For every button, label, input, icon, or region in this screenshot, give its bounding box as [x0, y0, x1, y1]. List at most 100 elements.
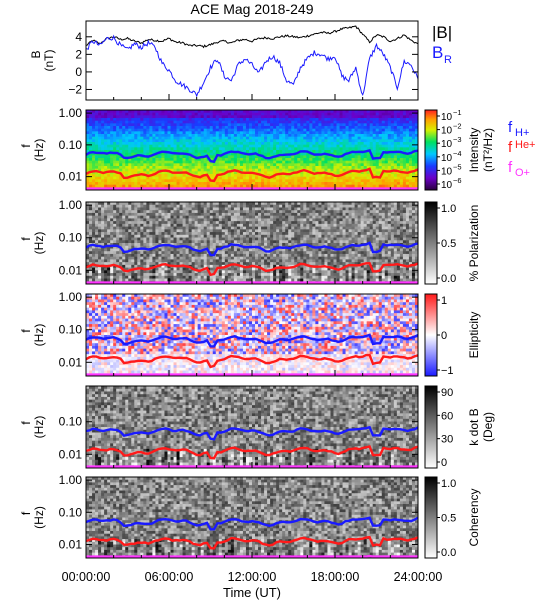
legend-H-subscript: H+ [515, 127, 529, 139]
y-tick-label: 0.10 [59, 138, 83, 152]
fHe-curve [85, 353, 419, 369]
y-axis-label: f [19, 511, 33, 515]
colorbar-tick-label: 0 [441, 330, 447, 342]
y-tick-label: 0.01 [59, 537, 83, 551]
y-tick-label: 0.10 [59, 415, 83, 429]
colorbar [424, 385, 438, 469]
colorbar-tick-label: 30 [441, 434, 453, 446]
y-tick-label: 0.01 [59, 170, 83, 184]
colorbar-tick-exponent: −1 [453, 108, 462, 117]
colorbar-tick-label: 10 [441, 112, 453, 123]
colorbar-tick-exponent: −6 [453, 176, 462, 185]
fH-curve [85, 148, 419, 164]
y-tick-label: 0.01 [59, 263, 83, 277]
y-axis-label: f [19, 329, 33, 333]
fHe-curve [85, 445, 419, 460]
colorbar-tick-exponent: −5 [453, 162, 462, 171]
fHe-curve [85, 167, 419, 183]
y-axis-units: (Hz) [32, 232, 46, 255]
colorbar-tick-label: −1 [441, 365, 454, 377]
colorbar [424, 293, 438, 377]
colorbar-label: Coherency [467, 488, 481, 546]
colorbar-tick-exponent: −4 [453, 149, 462, 158]
y-tick-label: 0.01 [59, 355, 83, 369]
colorbar-label: Ellipticity [467, 312, 481, 359]
colorbar-tick-label: 10 [441, 139, 453, 150]
colorbar-tick-label: 0.0 [441, 273, 456, 285]
y-tick-label: 1.00 [59, 198, 83, 212]
x-tick-label: 12:00:00 [228, 570, 277, 584]
y-tick-label: 1.00 [59, 473, 83, 487]
panels-group: 420−2B (nT)|B|B R1.000.100.01f (Hz)10−110−2… [19, 20, 536, 559]
kdotb-panel: 0.10 0.01 f (Hz) 90 60 30 0 k dot B (Deg) [19, 385, 495, 469]
x-tick-label: 24:00:00 [394, 570, 443, 584]
fH-curve [85, 425, 419, 441]
colorbar [424, 476, 438, 559]
polarization-panel: 1.00 0.10 0.01 f (Hz) 1.0 0.5 0.0 % Polarization [19, 198, 481, 285]
colorbar-tick-label: 1.0 [441, 478, 456, 490]
panel-frame [85, 20, 419, 101]
legend-H-label: f [508, 119, 513, 136]
coherency-panel: 1.00 0.10 0.01 f (Hz) 1.0 0.5 0.0 Coherency [19, 473, 481, 559]
series-line-Btot [85, 25, 419, 49]
y-axis-label: B [29, 50, 43, 58]
y-axis-label: f [19, 421, 33, 425]
colorbar-tick-label: 0 [441, 457, 447, 469]
colorbar-tick-label: 10 [441, 126, 453, 137]
x-axis-label: Time (UT) [223, 585, 281, 600]
y-tick-label: 0 [75, 65, 82, 79]
colorbar-tick-label: 10 [441, 180, 453, 191]
y-axis-units: (Hz) [32, 506, 46, 529]
fH-curve [85, 516, 419, 531]
fH-curve [85, 241, 419, 257]
y-tick-label: 4 [75, 30, 82, 44]
legend-O-label: f [508, 159, 513, 176]
legend-He-label: f [508, 139, 513, 156]
legend-He-subscript: He+ [515, 139, 536, 151]
y-tick-label: −2 [68, 82, 82, 96]
colorbar-label: k dot B [467, 408, 481, 445]
colorbar-label: % Polarization [467, 205, 481, 282]
legend-O-subscript: O+ [515, 167, 530, 179]
fH-curve [85, 333, 419, 348]
colorbar-label: Intensity [467, 128, 481, 173]
y-tick-label: 0.01 [59, 447, 83, 461]
fHe-curve [85, 261, 419, 277]
colorbar-tick-label: 1 [441, 295, 447, 307]
colorbar-tick-exponent: −2 [453, 122, 462, 131]
legend-br: B [432, 43, 443, 62]
y-tick-label: 1.00 [59, 290, 83, 304]
x-tick-label: 18:00:00 [311, 570, 360, 584]
colorbar [424, 109, 438, 191]
legend-br-subscript: R [444, 54, 452, 66]
legend-btotal: |B| [432, 23, 452, 42]
colorbar-units: (nT²/Hz) [481, 128, 495, 172]
y-axis-label: f [19, 237, 33, 241]
x-axis: 00:00:00 06:00:00 12:00:00 18:00:00 24:0… [62, 570, 443, 600]
b-field-panel: 420−2B (nT)|B|B R [29, 20, 452, 101]
colorbar-tick-label: 0.0 [441, 547, 456, 559]
x-tick-label: 00:00:00 [62, 570, 111, 584]
fHe-curve [85, 535, 419, 550]
y-axis-label: f [19, 144, 33, 148]
y-tick-label: 1.00 [59, 106, 83, 120]
series-line-BR [85, 34, 419, 98]
y-tick-label: 0.10 [59, 231, 83, 245]
ellipticity-panel: 1.00 0.10 0.01 f (Hz) 1 0 −1 Ellipticity [19, 290, 481, 377]
y-tick-label: 0.10 [59, 323, 83, 337]
colorbar-tick-label: 10 [441, 166, 453, 177]
colorbar [424, 201, 438, 285]
colorbar-tick-label: 60 [441, 410, 453, 422]
colorbar-tick-label: 1.0 [441, 203, 456, 215]
y-axis-units: (Hz) [32, 324, 46, 347]
colorbar-units: (Deg) [481, 412, 495, 442]
y-tick-label: 0.10 [59, 505, 83, 519]
y-axis-units: (Hz) [32, 139, 46, 162]
y-axis-units: (nT) [42, 50, 56, 72]
y-axis-units: (Hz) [32, 416, 46, 439]
spectrogram-image [86, 202, 419, 285]
colorbar-tick-label: 10 [441, 153, 453, 164]
x-tick-label: 06:00:00 [145, 570, 194, 584]
intensity-panel: 1.000.100.01f (Hz)10−110−210−310−410 −510−… [19, 106, 536, 191]
